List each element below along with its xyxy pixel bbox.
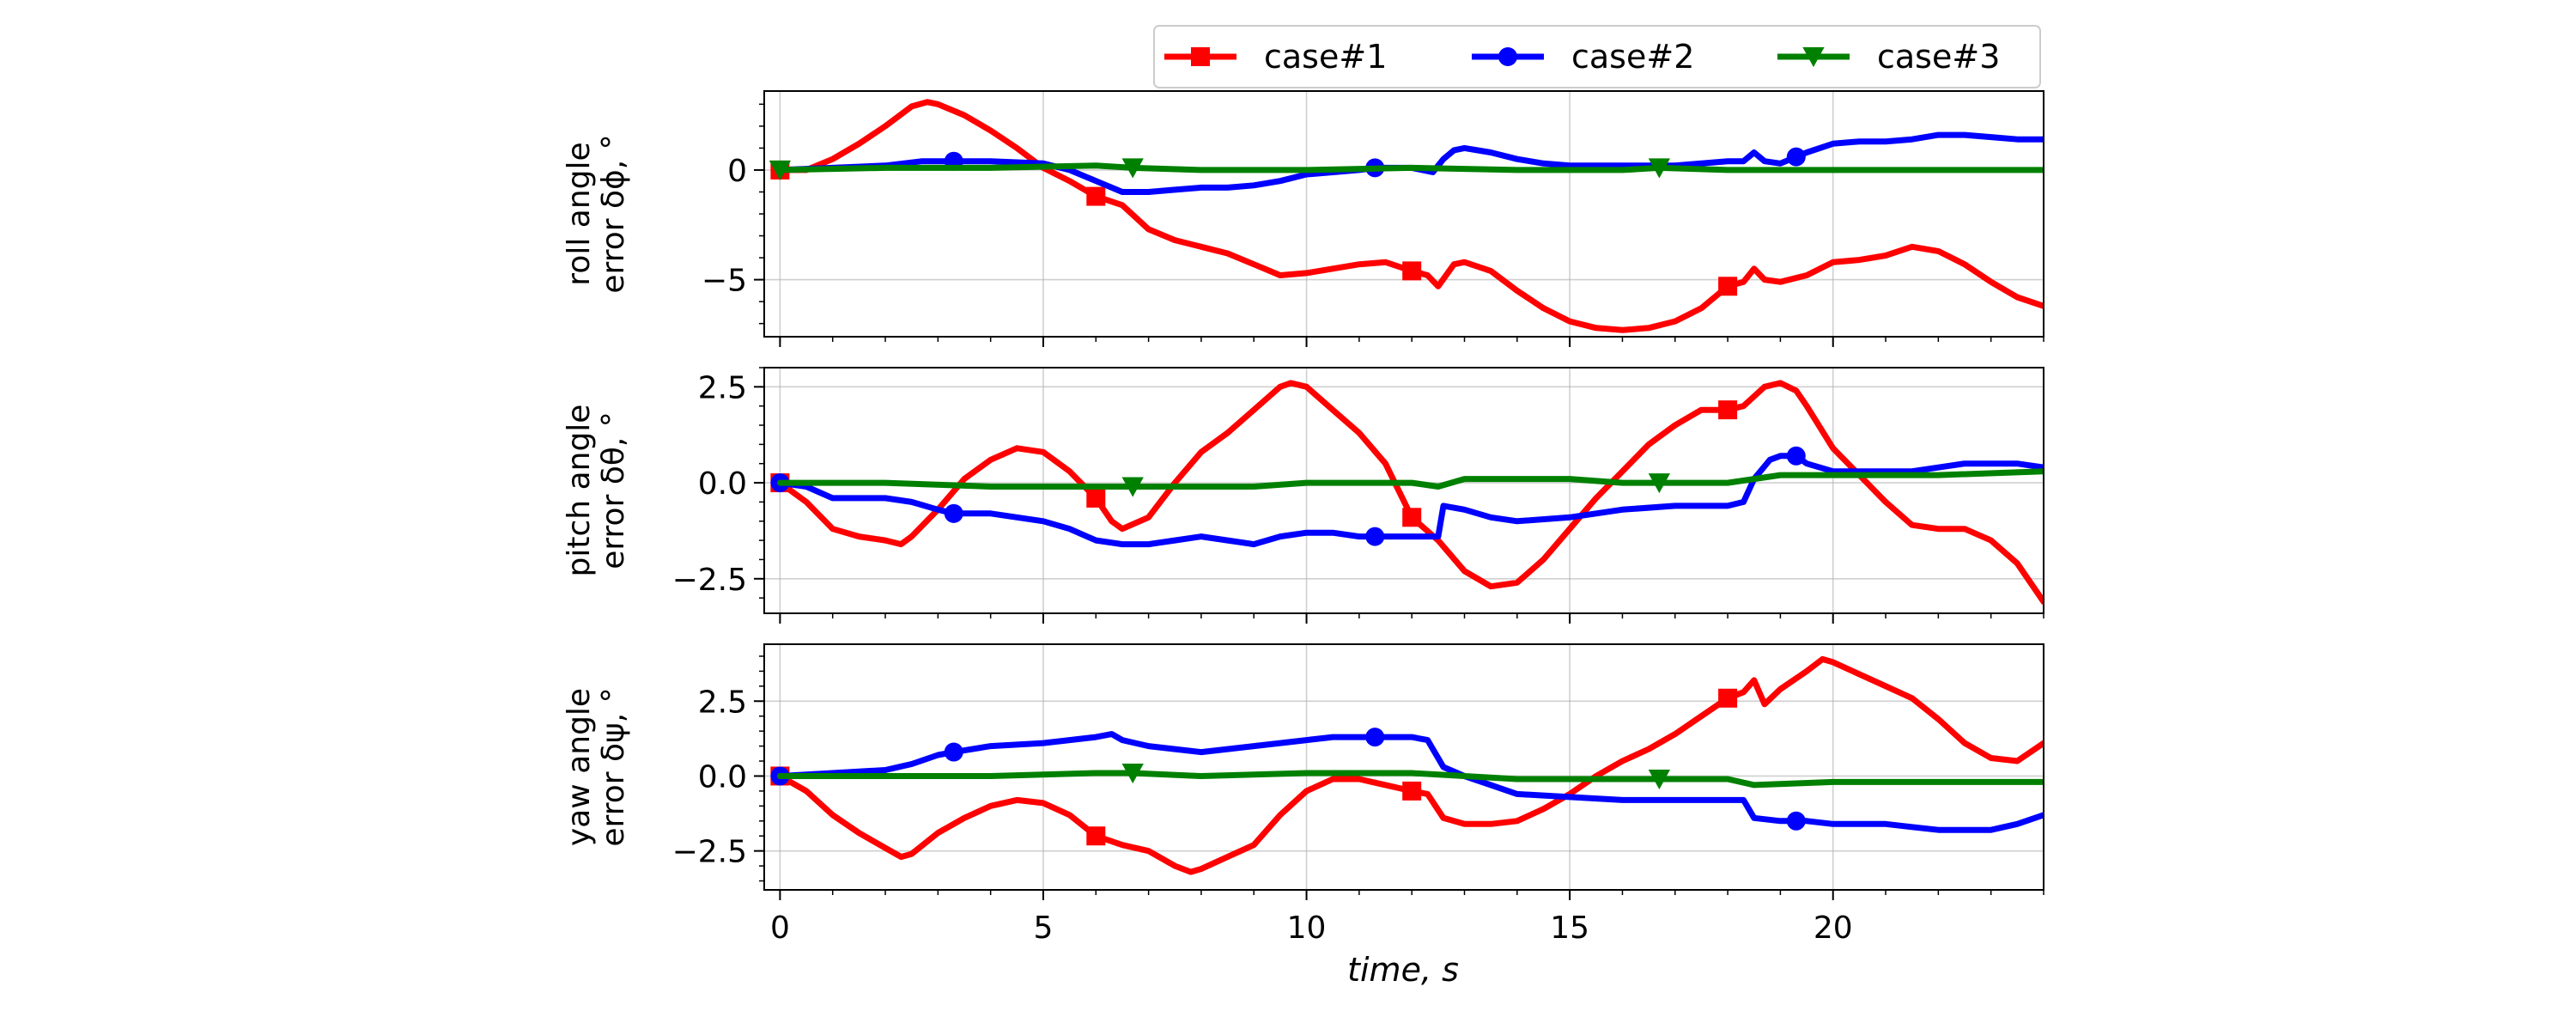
series-marker-case#1 xyxy=(1086,186,1106,206)
series-marker-case#1 xyxy=(1402,508,1422,527)
legend-marker xyxy=(1191,47,1210,66)
y-tick-label: 0.0 xyxy=(698,466,747,502)
series-marker-case#3 xyxy=(1648,769,1671,790)
x-axis-label: time, s xyxy=(1347,951,1459,989)
panel-roll: 0 −5 roll angle error δϕ, ° xyxy=(562,90,2044,347)
x-tick-label: 0 xyxy=(770,911,790,946)
series-line-case#2 xyxy=(776,453,2044,548)
series-line-case#3 xyxy=(776,468,2044,490)
series-marker-case#1 xyxy=(1086,488,1106,508)
y-tick-label: −2.5 xyxy=(672,835,747,870)
y-tick-label: −2.5 xyxy=(672,563,747,598)
y-axis-label-line2: error δϕ, ° xyxy=(596,134,631,293)
y-axis-label-line1: roll angle xyxy=(562,142,597,285)
series-group xyxy=(770,380,2044,606)
legend-marker xyxy=(1802,47,1825,68)
y-tick-label: −5 xyxy=(702,264,747,299)
series-marker-case#1 xyxy=(1718,688,1738,708)
series-line-case#1 xyxy=(776,99,2044,333)
plot-frame xyxy=(763,643,2044,891)
legend-item-case#3: case#3 xyxy=(1777,38,2000,76)
series-marker-case#3 xyxy=(1648,158,1671,179)
y-axis-label-line1: yaw angle xyxy=(562,688,597,846)
legend: case#1 case#2 case#3 xyxy=(1153,25,2041,88)
legend-item-case#1: case#1 xyxy=(1164,38,1387,76)
panel-pitch: 2.5 0.0 −2.5 pitch angle error δθ, ° xyxy=(562,367,2044,624)
series-line-case#1 xyxy=(776,655,2044,875)
plot-frame xyxy=(763,90,2044,338)
plot-frame xyxy=(763,367,2044,614)
legend-label: case#1 xyxy=(1264,38,1387,76)
series-marker-case#1 xyxy=(1086,826,1106,846)
x-tick-label: 5 xyxy=(1034,911,1054,946)
series-marker-case#2 xyxy=(944,742,963,762)
series-line-case#2 xyxy=(776,731,2044,833)
legend-label: case#3 xyxy=(1877,38,2000,76)
series-marker-case#3 xyxy=(1648,473,1671,494)
series-line-case#2 xyxy=(776,131,2044,195)
y-axis-label-line2: error δψ, ° xyxy=(596,687,631,846)
series-marker-case#1 xyxy=(1402,261,1422,281)
y-axis-label-line1: pitch angle xyxy=(562,405,597,577)
series-marker-case#1 xyxy=(1402,781,1422,801)
x-tick-label: 10 xyxy=(1287,911,1327,946)
series-marker-case#1 xyxy=(1718,277,1738,296)
series-marker-case#3 xyxy=(1121,477,1144,497)
series-line-case#1 xyxy=(776,380,2044,606)
legend-marker xyxy=(1498,47,1517,66)
series-marker-case#3 xyxy=(1121,158,1144,179)
y-tick-label: 2.5 xyxy=(698,370,747,405)
y-tick-label: 2.5 xyxy=(698,685,747,720)
y-tick-label: 0.0 xyxy=(698,759,747,795)
series-marker-case#2 xyxy=(1786,811,1806,831)
legend-label: case#2 xyxy=(1571,38,1694,76)
series-line-case#3 xyxy=(776,770,2044,789)
y-tick-label: 0 xyxy=(727,154,747,189)
y-axis-label-line2: error δθ, ° xyxy=(596,411,631,569)
series-line-case#3 xyxy=(776,162,2044,174)
series-marker-case#2 xyxy=(1786,147,1806,167)
panel-yaw: 2.5 0.0 −2.5 0 5 10 15 20 yaw angle error δψ, ° xyxy=(562,643,2044,946)
series-marker-case#3 xyxy=(769,160,792,181)
series-marker-case#2 xyxy=(1365,728,1385,747)
series-group xyxy=(769,99,2044,333)
series-marker-case#1 xyxy=(1718,400,1738,420)
x-tick-label: 15 xyxy=(1550,911,1589,946)
legend-item-case#2: case#2 xyxy=(1472,38,1694,76)
x-tick-label: 20 xyxy=(1814,911,1853,946)
chart-panels: 0 −5 roll angle error δϕ, ° 2.5 0.0 −2.5 pitch … xyxy=(562,90,2044,946)
series-marker-case#2 xyxy=(944,503,963,523)
series-group xyxy=(770,655,2044,875)
legend-box xyxy=(1153,25,2041,88)
series-marker-case#2 xyxy=(1365,527,1385,546)
series-marker-case#2 xyxy=(1786,446,1806,466)
series-marker-case#3 xyxy=(1121,763,1144,784)
